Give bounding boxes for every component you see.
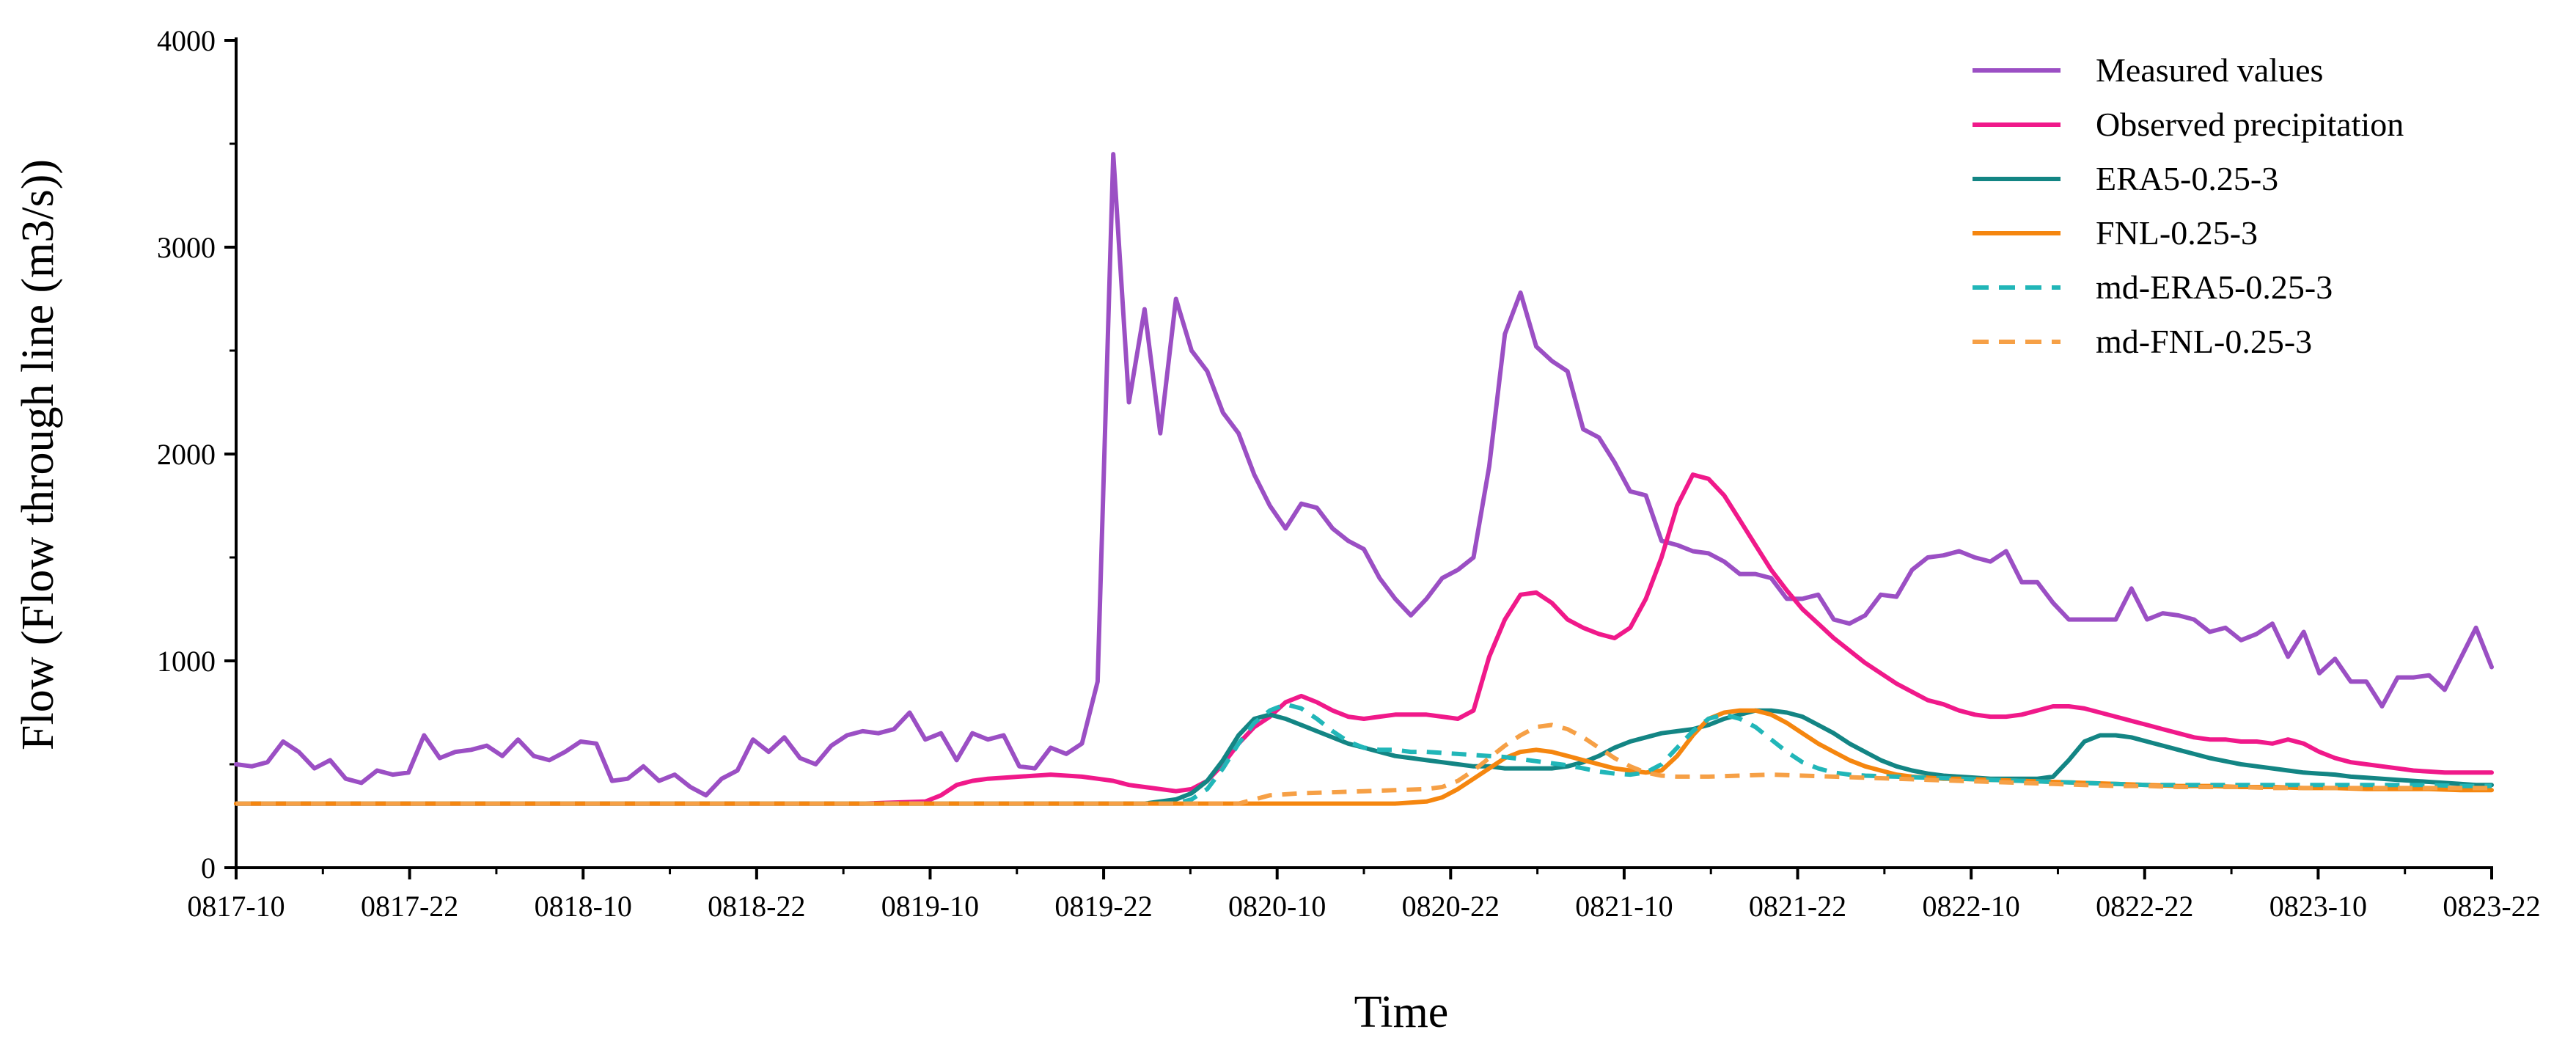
x-axis-title: Time [1354,987,1449,1037]
x-tick-label: 0818-10 [535,890,632,923]
y-tick-label: 0 [201,852,216,885]
x-tick-label: 0822-10 [1922,890,2019,923]
series-line-1 [234,152,2494,798]
x-tick-label: 0819-22 [1054,890,1152,923]
y-axis-title: Flow (Flow through line (m3/s)) [13,159,63,750]
x-tick-label: 0817-10 [187,890,285,923]
legend: Measured values Observed precipitation ERA… [1973,51,2404,360]
x-tick-label: 0823-22 [2443,890,2540,923]
x-tick-label: 0817-22 [361,890,458,923]
series-line-6 [236,722,2492,806]
x-tick-label: 0818-22 [708,890,805,923]
x-tick-label: 0823-10 [2269,890,2367,923]
legend-label-5: md-ERA5-0.25-3 [2096,268,2333,306]
series-line-2 [234,472,2494,806]
series-line-3 [234,708,2494,806]
series-group [234,152,2494,806]
y-tick-label: 4000 [157,24,216,57]
x-tick-label: 0820-22 [1402,890,1500,923]
x-tick-label: 0821-10 [1575,890,1673,923]
legend-label-4: FNL-0.25-3 [2096,214,2258,252]
legend-label-2: Observed precipitation [2096,106,2404,143]
x-tick-label: 0821-22 [1749,890,1846,923]
legend-label-3: ERA5-0.25-3 [2096,160,2278,197]
axes-group [224,37,2493,879]
y-tick-label: 3000 [157,231,216,264]
y-tick-label: 1000 [157,645,216,678]
legend-label-1: Measured values [2096,51,2323,89]
legend-label-6: md-FNL-0.25-3 [2096,323,2312,360]
x-tick-label: 0819-10 [881,890,979,923]
series-line-5 [236,702,2492,806]
x-tick-label: 0822-22 [2096,890,2193,923]
tick-labels-group: 0817-10 0817-22 0818-10 0818-22 0819-10 0819-… [157,24,2541,923]
x-tick-label: 0820-10 [1228,890,1326,923]
y-tick-label: 2000 [157,438,216,471]
